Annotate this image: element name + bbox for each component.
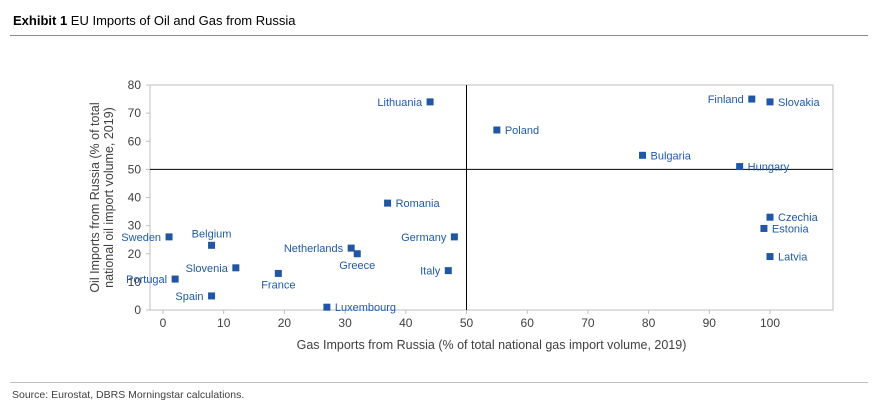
- point-label: Poland: [505, 125, 539, 137]
- y-tick-label: 40: [128, 191, 142, 205]
- x-tick-label: 80: [642, 316, 656, 330]
- plot-border: [149, 84, 834, 311]
- point-label: Portugal: [126, 274, 167, 286]
- point-label: Sweden: [121, 232, 161, 244]
- footer-divider: [10, 382, 868, 383]
- y-tick-label: 80: [128, 78, 142, 92]
- x-tick-label: 20: [278, 316, 292, 330]
- x-tick-label: 90: [703, 316, 717, 330]
- x-tick-label: 10: [217, 316, 231, 330]
- x-tick-label: 70: [581, 316, 595, 330]
- point-label: Greece: [339, 260, 375, 272]
- scatter-point: [736, 163, 744, 171]
- scatter-point: [232, 264, 240, 272]
- point-label: Spain: [175, 291, 203, 303]
- point-label: Czechia: [778, 212, 819, 224]
- exhibit-label: Exhibit 1: [13, 13, 68, 28]
- scatter-point: [171, 275, 179, 283]
- point-label: Romania: [396, 198, 441, 210]
- scatter-point: [444, 267, 452, 275]
- exhibit-title-text: EU Imports of Oil and Gas from Russia: [67, 13, 296, 28]
- scatter-point: [766, 253, 774, 261]
- scatter-point: [766, 213, 774, 221]
- point-label: Germany: [401, 232, 447, 244]
- scatter-point: [165, 233, 173, 241]
- scatter-point: [766, 98, 774, 106]
- point-label: Latvia: [778, 252, 808, 264]
- point-label: Bulgaria: [651, 150, 692, 162]
- y-tick-label: 10: [128, 275, 142, 289]
- y-axis-title-line: Oil Imports from Russia (% of total: [88, 102, 102, 292]
- header-divider: [10, 35, 868, 36]
- point-label: France: [261, 279, 295, 291]
- y-tick-label: 50: [128, 162, 142, 176]
- y-axis-title-line: national oil import volume, 2019): [102, 107, 116, 288]
- x-tick-label: 40: [399, 316, 413, 330]
- scatter-point: [450, 233, 458, 241]
- point-label: Slovakia: [778, 97, 820, 109]
- scatter-point: [208, 241, 216, 249]
- exhibit-title: Exhibit 1 EU Imports of Oil and Gas from…: [13, 13, 295, 28]
- scatter-chart: 0 10 20 30 40 50 60 70 80 90 100 0 10 20 30 40 50 60 70 80 G…: [88, 78, 834, 352]
- point-label: Slovenia: [186, 263, 229, 275]
- scatter-point: [323, 303, 331, 311]
- scatter-point: [639, 151, 647, 159]
- y-tick-label: 0: [134, 303, 141, 317]
- scatter-point: [353, 250, 361, 258]
- y-tick-label: 70: [128, 106, 142, 120]
- point-label: Italy: [420, 266, 441, 278]
- scatter-point: [208, 292, 216, 300]
- source-note: Source: Eurostat, DBRS Morningstar calcu…: [12, 389, 245, 401]
- point-label: Luxembourg: [335, 302, 396, 314]
- x-tick-label: 60: [521, 316, 535, 330]
- x-tick-label: 100: [760, 316, 780, 330]
- scatter-point: [347, 244, 355, 252]
- point-label: Belgium: [192, 228, 232, 240]
- x-tick-label: 0: [160, 316, 167, 330]
- scatter-point: [760, 224, 768, 232]
- scatter-point: [748, 95, 756, 103]
- scatter-point: [493, 126, 501, 134]
- x-axis-title: Gas Imports from Russia (% of total nati…: [297, 338, 687, 352]
- scatter-point: [384, 199, 392, 207]
- y-tick-label: 60: [128, 134, 142, 148]
- y-tick-label: 30: [128, 219, 142, 233]
- point-label: Finland: [708, 94, 744, 106]
- y-tick-label: 20: [128, 247, 142, 261]
- x-tick-label: 50: [460, 316, 474, 330]
- point-label: Netherlands: [284, 243, 344, 255]
- point-label: Lithuania: [377, 97, 423, 109]
- scatter-point: [274, 269, 282, 277]
- scatter-point: [426, 98, 434, 106]
- point-label: Hungary: [748, 162, 790, 174]
- point-label: Estonia: [772, 223, 810, 235]
- x-tick-label: 30: [338, 316, 352, 330]
